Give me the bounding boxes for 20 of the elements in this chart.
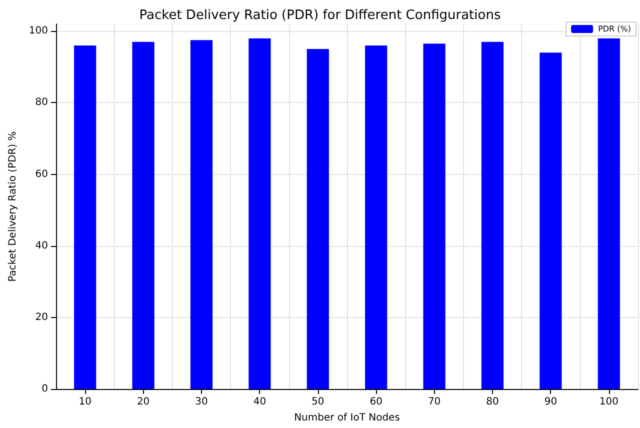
x-tick-label: 100 bbox=[599, 396, 618, 408]
y-tick-label: 40 bbox=[35, 240, 48, 252]
y-tick-label: 80 bbox=[35, 97, 48, 108]
x-tick-label: 50 bbox=[312, 396, 324, 408]
x-tick-label: 60 bbox=[370, 396, 382, 408]
x-tick-label: 40 bbox=[253, 396, 266, 408]
y-tick-label: 20 bbox=[35, 312, 48, 323]
y-tick-label: 100 bbox=[28, 26, 48, 37]
legend-label: PDR (%) bbox=[598, 24, 632, 34]
x-axis-title: Number of IoT Nodes bbox=[294, 412, 400, 424]
x-tick-label: 80 bbox=[486, 396, 499, 408]
y-tick-label: 0 bbox=[42, 384, 48, 394]
x-tick-label: 30 bbox=[195, 396, 208, 408]
x-tick-label: 70 bbox=[428, 396, 441, 408]
chart-title: Packet Delivery Ratio (PDR) for Different Configurations bbox=[139, 8, 501, 23]
x-tick-label: 20 bbox=[136, 396, 150, 408]
x-tick-label: 90 bbox=[544, 396, 558, 408]
y-tick-label: 60 bbox=[35, 168, 48, 180]
x-tick-label: 10 bbox=[78, 396, 92, 408]
y-axis-title: Packet Delivery Ratio (PDR) % bbox=[8, 131, 18, 282]
